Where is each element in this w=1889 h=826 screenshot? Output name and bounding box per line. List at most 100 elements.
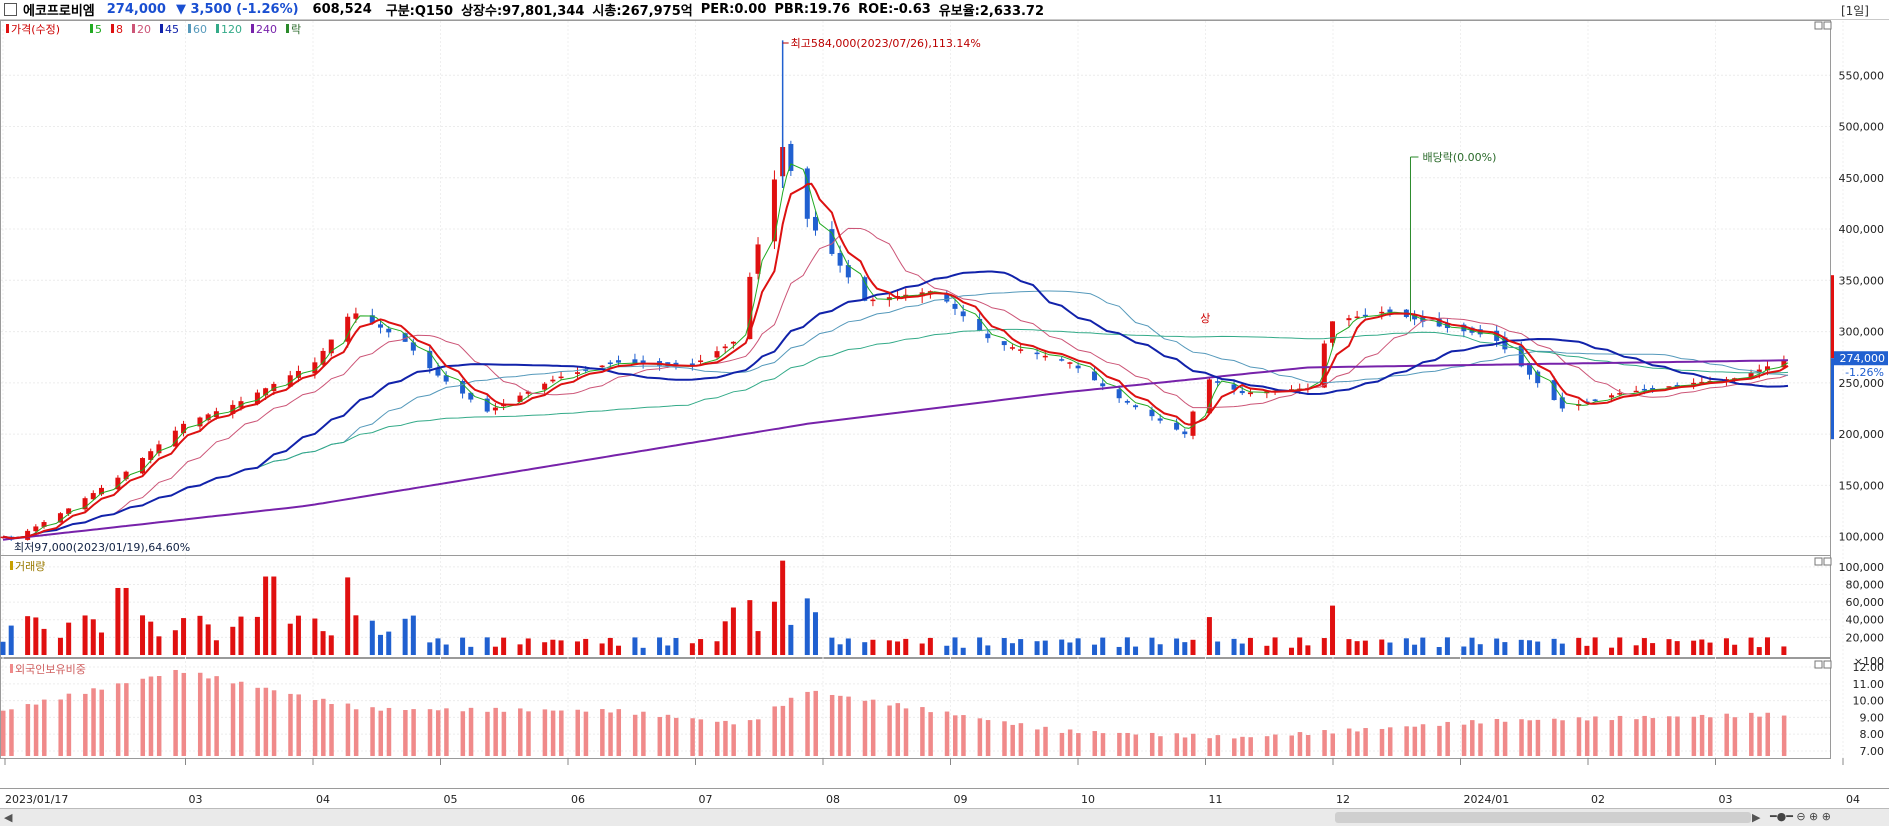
foreign-bar: [870, 699, 876, 756]
volume-bar: [542, 642, 548, 655]
volume-bar: [517, 644, 523, 655]
volume-bar: [665, 645, 671, 655]
volume-bar: [1641, 638, 1647, 655]
foreign-bar: [1273, 734, 1278, 756]
legend-swatch: [188, 24, 191, 33]
volume-bar: [1001, 638, 1007, 655]
foreign-bar: [518, 708, 523, 756]
volume-bar: [468, 646, 474, 655]
volume-bar: [386, 631, 392, 655]
foreign-bar: [66, 693, 72, 756]
volume-bar: [1042, 640, 1048, 655]
legend-swatch: [90, 24, 93, 33]
candle-body: [1174, 422, 1180, 430]
volume-bar: [320, 631, 326, 655]
volume-bar: [353, 615, 359, 655]
foreign-bar: [312, 699, 318, 756]
volume-bar: [492, 646, 498, 655]
candle-body: [148, 451, 154, 460]
foreign-bar: [1412, 726, 1418, 756]
stock-chart[interactable]: 550,000 500,000 450,000 400,000 350,000 300,0…: [0, 20, 1889, 808]
volume-bar: [295, 615, 301, 655]
volume-bar: [213, 640, 219, 655]
foreign-bar: [1035, 729, 1040, 756]
foreign-bar: [1076, 733, 1081, 756]
volume-bar: [1034, 641, 1040, 655]
volume-bar: [66, 622, 72, 655]
volume-bar: [1535, 641, 1541, 655]
candle-body: [57, 513, 63, 523]
foreign-tick-label: 11.00: [1853, 678, 1885, 691]
scroll-left-icon[interactable]: ◀: [4, 811, 13, 824]
foreign-bar: [460, 711, 466, 756]
legend-swatch: [10, 664, 13, 673]
candle-body: [1551, 380, 1557, 401]
candle-body: [1009, 347, 1015, 349]
foreign-bar: [370, 707, 375, 756]
foreign-bar: [288, 693, 293, 756]
candle-body: [1157, 418, 1163, 421]
legend-swatch: [286, 24, 289, 33]
foreign-bar: [173, 669, 178, 756]
x-tick-label: 10: [1081, 793, 1095, 806]
legend-ma-8: 8: [116, 23, 123, 36]
legend-ex: 락: [291, 23, 301, 36]
candle-body: [254, 392, 260, 404]
volume-bar: [1305, 645, 1311, 655]
candle-body: [1124, 400, 1130, 403]
horizontal-scrollbar[interactable]: ◀ ▶ ━●━ ⊖ ⊕ ⊕: [0, 808, 1889, 826]
foreign-bar: [501, 711, 507, 756]
x-tick-label: 08: [826, 793, 840, 806]
candle-body: [263, 388, 269, 396]
volume-bar: [57, 637, 63, 655]
candle-body: [238, 401, 244, 408]
candle-body: [230, 404, 236, 414]
volume-tick-label: 100,000: [1839, 561, 1885, 574]
volume-bar: [599, 643, 605, 655]
volume-bar: [574, 641, 580, 655]
foreign-bar: [1322, 730, 1327, 756]
volume-bar: [484, 637, 490, 655]
select-checkbox[interactable]: [4, 3, 17, 16]
candle-body: [25, 530, 31, 540]
foreign-bar: [156, 676, 162, 756]
scroll-thumb[interactable]: [1335, 812, 1751, 823]
volume-bar: [1190, 639, 1196, 655]
foreign-bar: [468, 707, 474, 756]
foreign-bar: [1125, 732, 1130, 756]
foreign-bar: [985, 720, 991, 756]
candle-body: [41, 522, 47, 527]
candle-body: [410, 342, 416, 351]
candle-body: [845, 265, 851, 278]
candle-body: [1100, 383, 1106, 387]
foreign-tick-label: 10.00: [1853, 695, 1885, 708]
foreign-bar: [493, 707, 498, 756]
foreign-bar: [1724, 713, 1729, 756]
foreign-bar: [1207, 738, 1212, 756]
candle-body: [870, 299, 876, 302]
volume-bar: [98, 632, 104, 655]
volume-bar: [312, 618, 318, 655]
zoom-controls[interactable]: ━●━ ⊖ ⊕ ⊕: [1770, 810, 1831, 823]
foreign-bar: [1667, 716, 1672, 756]
candle-body: [1330, 321, 1336, 343]
ma20-line: [2, 227, 1789, 539]
volume-bar: [1206, 617, 1212, 655]
stock-name[interactable]: 에코프로비엠: [23, 4, 95, 19]
range-bar-up: [1831, 275, 1834, 359]
candle-body: [714, 351, 720, 358]
period-selector[interactable]: [1일]: [1840, 4, 1869, 18]
foreign-bar: [641, 711, 646, 756]
foreign-tick-label: 7.00: [1860, 745, 1885, 758]
x-tick-label: 03: [1719, 793, 1733, 806]
x-tick-label: 06: [571, 793, 585, 806]
volume-bar: [1461, 646, 1467, 655]
volume-bar: [82, 615, 88, 655]
candle-body: [607, 362, 613, 364]
volume-bar: [952, 637, 958, 655]
foreign-bar: [99, 689, 104, 756]
volume-bar: [1666, 639, 1672, 655]
panel-maximize-icon: [1814, 660, 1823, 669]
volume-bar: [862, 642, 868, 655]
scroll-right-icon[interactable]: ▶: [1752, 811, 1761, 824]
